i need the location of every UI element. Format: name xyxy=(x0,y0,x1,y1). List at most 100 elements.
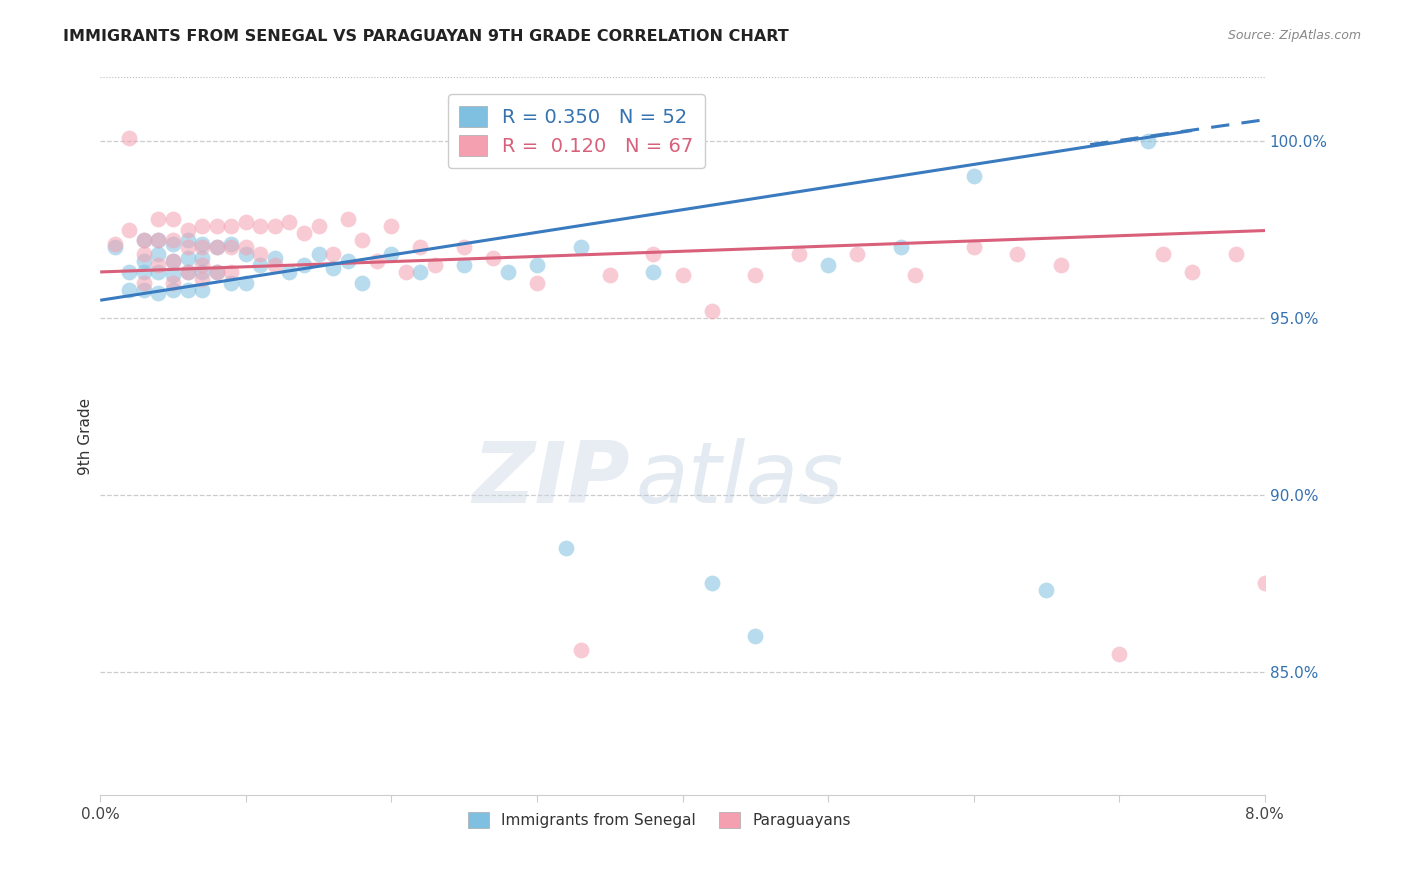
Point xyxy=(205,240,228,254)
Point xyxy=(132,254,155,268)
Point xyxy=(395,265,418,279)
Point xyxy=(963,169,986,184)
Point xyxy=(292,258,315,272)
Point xyxy=(1137,134,1160,148)
Point xyxy=(176,265,198,279)
Point xyxy=(118,283,141,297)
Point xyxy=(1225,247,1247,261)
Point xyxy=(148,258,170,272)
Point xyxy=(643,247,665,261)
Point xyxy=(569,643,592,657)
Point xyxy=(846,247,869,261)
Point xyxy=(162,233,184,247)
Point xyxy=(219,240,242,254)
Point xyxy=(148,233,170,247)
Point xyxy=(671,268,693,283)
Point xyxy=(423,258,446,272)
Point xyxy=(191,219,214,233)
Text: ZIP: ZIP xyxy=(472,438,630,521)
Point xyxy=(104,236,127,251)
Point xyxy=(148,265,170,279)
Text: Source: ZipAtlas.com: Source: ZipAtlas.com xyxy=(1227,29,1361,42)
Point xyxy=(249,219,271,233)
Point xyxy=(963,240,986,254)
Point xyxy=(453,240,475,254)
Point xyxy=(643,265,665,279)
Point xyxy=(132,233,155,247)
Point xyxy=(162,276,184,290)
Point xyxy=(148,233,170,247)
Point xyxy=(219,276,242,290)
Point xyxy=(235,247,257,261)
Point xyxy=(132,265,155,279)
Point xyxy=(1007,247,1029,261)
Point xyxy=(162,283,184,297)
Point xyxy=(308,247,330,261)
Point xyxy=(380,219,402,233)
Point xyxy=(118,130,141,145)
Point xyxy=(292,226,315,240)
Point xyxy=(249,247,271,261)
Point xyxy=(409,265,432,279)
Point xyxy=(132,283,155,297)
Point xyxy=(219,219,242,233)
Point xyxy=(264,258,287,272)
Point xyxy=(148,286,170,301)
Point xyxy=(176,222,198,236)
Point xyxy=(205,265,228,279)
Point xyxy=(191,272,214,286)
Point xyxy=(1254,576,1277,591)
Point xyxy=(744,629,766,643)
Point xyxy=(148,247,170,261)
Point xyxy=(235,215,257,229)
Point xyxy=(1035,583,1057,598)
Point xyxy=(176,265,198,279)
Point xyxy=(787,247,810,261)
Point xyxy=(1282,576,1305,591)
Point xyxy=(366,254,388,268)
Point xyxy=(205,219,228,233)
Text: atlas: atlas xyxy=(636,438,844,521)
Point xyxy=(336,254,359,268)
Point xyxy=(118,265,141,279)
Point xyxy=(700,576,723,591)
Point xyxy=(162,211,184,226)
Point xyxy=(496,265,519,279)
Point xyxy=(132,247,155,261)
Text: IMMIGRANTS FROM SENEGAL VS PARAGUAYAN 9TH GRADE CORRELATION CHART: IMMIGRANTS FROM SENEGAL VS PARAGUAYAN 9T… xyxy=(63,29,789,44)
Point xyxy=(278,265,301,279)
Point xyxy=(482,251,505,265)
Point xyxy=(322,247,344,261)
Point xyxy=(162,254,184,268)
Point xyxy=(132,276,155,290)
Point xyxy=(176,283,198,297)
Point xyxy=(453,258,475,272)
Point xyxy=(744,268,766,283)
Point xyxy=(817,258,839,272)
Point xyxy=(322,261,344,276)
Point xyxy=(352,276,374,290)
Point xyxy=(191,283,214,297)
Point xyxy=(264,251,287,265)
Point xyxy=(118,222,141,236)
Point xyxy=(526,258,548,272)
Legend: Immigrants from Senegal, Paraguayans: Immigrants from Senegal, Paraguayans xyxy=(461,806,858,834)
Point xyxy=(249,258,271,272)
Point xyxy=(1050,258,1073,272)
Point xyxy=(176,251,198,265)
Point xyxy=(205,240,228,254)
Point xyxy=(205,265,228,279)
Point xyxy=(191,240,214,254)
Point xyxy=(599,268,621,283)
Point xyxy=(336,211,359,226)
Point xyxy=(176,240,198,254)
Point xyxy=(162,236,184,251)
Point xyxy=(162,268,184,283)
Point xyxy=(191,236,214,251)
Point xyxy=(526,276,548,290)
Point xyxy=(1108,647,1130,661)
Point xyxy=(235,276,257,290)
Point xyxy=(409,240,432,254)
Point xyxy=(104,240,127,254)
Point xyxy=(191,265,214,279)
